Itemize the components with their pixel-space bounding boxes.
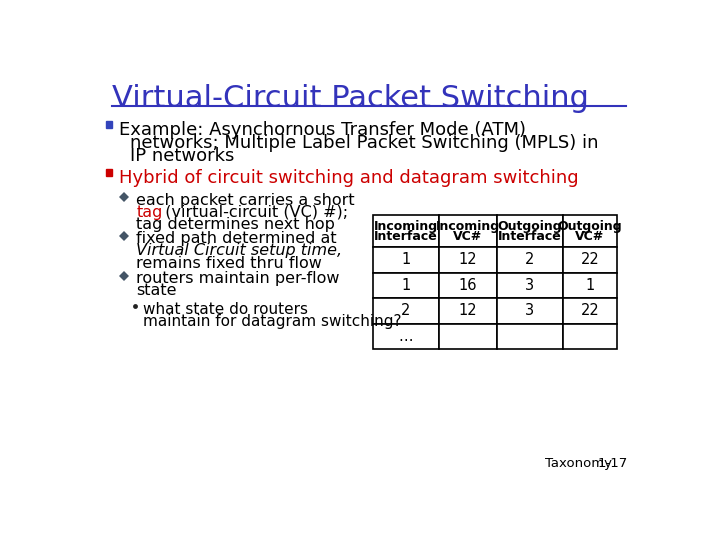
Bar (438, 323, 497, 349)
Text: Taxonomy: Taxonomy (545, 457, 612, 470)
Bar (563, 298, 617, 323)
Bar (563, 247, 617, 273)
Text: 1-17: 1-17 (598, 457, 628, 470)
Bar (106, 121, 112, 128)
Text: networks; Multiple Label Packet Switching (MPLS) in: networks; Multiple Label Packet Switchin… (130, 134, 599, 152)
Text: Outgoing: Outgoing (498, 220, 562, 233)
Text: 22: 22 (580, 253, 599, 267)
Text: each packet carries a short: each packet carries a short (137, 193, 355, 207)
Text: Incoming: Incoming (374, 220, 438, 233)
Text: 1: 1 (585, 278, 595, 293)
Bar (438, 273, 497, 298)
Text: …: … (399, 329, 413, 344)
Bar (497, 323, 563, 349)
Bar (438, 298, 497, 323)
Text: maintain for datagram switching?: maintain for datagram switching? (143, 314, 401, 328)
Text: what state do routers: what state do routers (143, 302, 307, 317)
Bar (373, 215, 438, 247)
Text: 12: 12 (459, 253, 477, 267)
Text: Hybrid of circuit switching and datagram switching: Hybrid of circuit switching and datagram… (120, 168, 579, 187)
Bar (563, 323, 617, 349)
Bar (373, 298, 438, 323)
Text: fixed path determined at: fixed path determined at (137, 231, 337, 246)
Text: remains fixed thru flow: remains fixed thru flow (137, 256, 323, 271)
Text: 3: 3 (526, 303, 534, 318)
Text: routers maintain per-flow: routers maintain per-flow (137, 271, 340, 286)
Bar (438, 247, 497, 273)
Bar (497, 215, 563, 247)
Text: 16: 16 (459, 278, 477, 293)
Bar (563, 215, 617, 247)
Bar (563, 273, 617, 298)
Text: Interface: Interface (498, 230, 562, 243)
Text: VC#: VC# (575, 230, 605, 243)
Text: Outgoing: Outgoing (557, 220, 622, 233)
Text: Interface: Interface (374, 230, 438, 243)
Bar (438, 215, 497, 247)
Text: 2: 2 (525, 253, 534, 267)
Text: IP networks: IP networks (130, 147, 235, 165)
Text: tag determines next hop: tag determines next hop (137, 217, 336, 232)
Text: 1: 1 (401, 278, 410, 293)
Text: Incoming: Incoming (436, 220, 500, 233)
Text: VC#: VC# (453, 230, 482, 243)
Bar (373, 273, 438, 298)
Text: Virtual Circuit setup time,: Virtual Circuit setup time, (137, 244, 343, 259)
Text: 3: 3 (526, 278, 534, 293)
Text: Virtual-Circuit Packet Switching: Virtual-Circuit Packet Switching (112, 84, 588, 113)
Text: tag: tag (137, 205, 163, 220)
Text: (virtual-circuit (VC) #);: (virtual-circuit (VC) #); (155, 205, 348, 220)
Text: state: state (137, 284, 177, 299)
Bar (497, 247, 563, 273)
Text: Example: Asynchornous Transfer Mode (ATM): Example: Asynchornous Transfer Mode (ATM… (120, 121, 526, 139)
Bar (373, 247, 438, 273)
Text: 2: 2 (401, 303, 410, 318)
Bar (497, 298, 563, 323)
Bar (373, 323, 438, 349)
Text: 22: 22 (580, 303, 599, 318)
Text: 12: 12 (459, 303, 477, 318)
Bar (497, 273, 563, 298)
Bar (106, 168, 112, 176)
Text: 1: 1 (401, 253, 410, 267)
